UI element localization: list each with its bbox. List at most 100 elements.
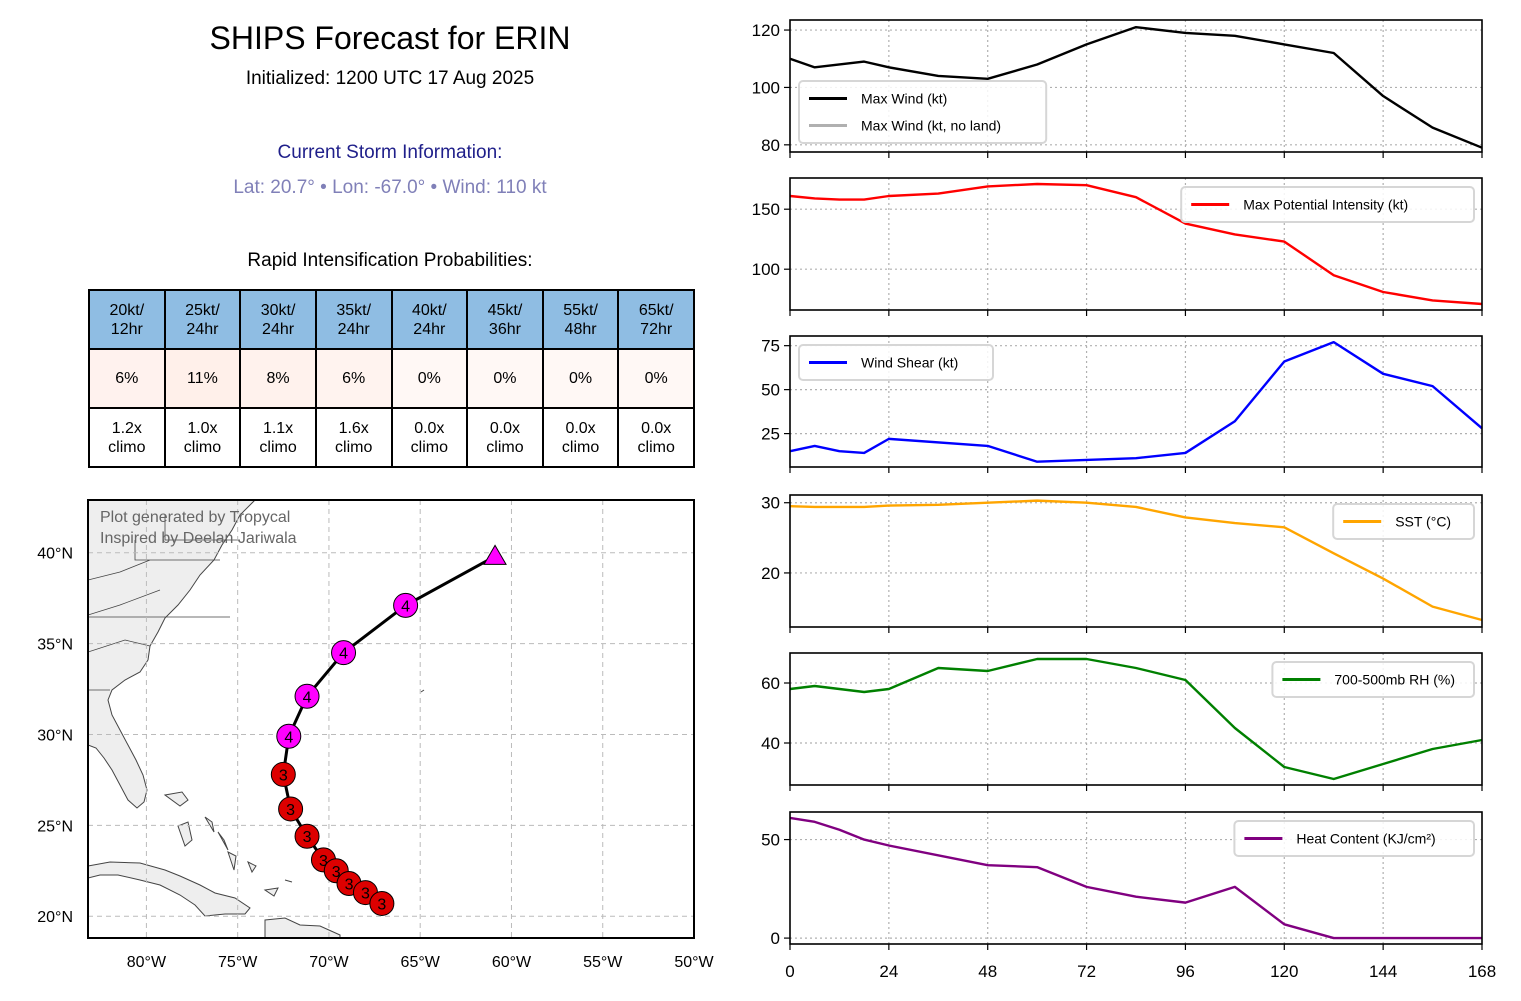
map-lat-label: 40°N xyxy=(37,546,73,563)
panel-mpi: 100 150 Max Potential Intensity (kt) xyxy=(752,177,1483,316)
ri-climo-cell: 1.6x climo xyxy=(314,407,393,468)
timeseries-panels: 80 100 120 Max Wind (kt) Max Wind (kt, no la… xyxy=(752,19,1496,981)
legend-label: Max Wind (kt, no land) xyxy=(861,118,1001,134)
map-lon-label: 75°W xyxy=(218,954,258,971)
map-lat-label: 25°N xyxy=(37,818,73,835)
track-point-marker xyxy=(294,823,320,849)
ri-probability-row: 6% 11% 8% 6% 0% 0% 0% 0% xyxy=(88,348,695,409)
map-lon-label: 80°W xyxy=(127,954,167,971)
ri-prob-cell: 0% xyxy=(617,348,695,409)
ri-header-cell: 30kt/24hr xyxy=(239,289,317,350)
track-point-marker xyxy=(331,640,357,666)
track-point-category: 3 xyxy=(361,886,370,903)
panel-frame xyxy=(789,19,1483,153)
map-frame xyxy=(87,499,695,939)
ri-heading: Rapid Intensification Probabilities: xyxy=(247,250,533,271)
xtick-label: 24 xyxy=(879,962,898,981)
ytick-label: 20 xyxy=(761,564,780,583)
map-lon-label: 55°W xyxy=(583,954,623,971)
ri-prob-cell: 6% xyxy=(314,348,393,409)
track-point-category: 4 xyxy=(303,689,312,706)
xtick-label: 120 xyxy=(1270,962,1298,981)
map-credit-1: Plot generated by Tropycal xyxy=(100,509,290,526)
xtick-label: 96 xyxy=(1176,962,1195,981)
xtick-label: 0 xyxy=(785,962,794,981)
ytick-label: 60 xyxy=(761,674,780,693)
track-point: 3 xyxy=(278,796,304,822)
legend: SST (°C) xyxy=(1332,503,1475,540)
map-land xyxy=(88,500,425,938)
legend: Max Potential Intensity (kt) xyxy=(1180,186,1475,223)
ri-climo-cell: 1.1x climo xyxy=(239,407,317,468)
panel-frame xyxy=(789,811,1483,945)
land-bahamas xyxy=(163,791,293,897)
ri-prob-cell: 8% xyxy=(239,348,317,409)
xtick-label: 168 xyxy=(1468,962,1496,981)
legend-label: Wind Shear (kt) xyxy=(861,355,958,371)
ri-prob-cell: 0% xyxy=(466,348,544,409)
ri-header-cell: 25kt/24hr xyxy=(163,289,242,350)
init-time: Initialized: 1200 UTC 17 Aug 2025 xyxy=(245,68,535,89)
legend-box xyxy=(1332,503,1475,540)
ytick-label: 25 xyxy=(761,425,780,444)
track-end-triangle xyxy=(483,544,507,565)
track-point-marker xyxy=(276,723,302,749)
legend-box xyxy=(1180,186,1475,223)
legend-box xyxy=(1233,820,1476,857)
state-borders xyxy=(88,515,240,691)
track-point-category: 3 xyxy=(319,853,328,870)
ytick-label: 0 xyxy=(771,929,780,948)
ri-table: 20kt/12hr 25kt/24hr 30kt/24hr 35kt/24hr … xyxy=(88,289,695,468)
ri-header-cell: 45kt/36hr xyxy=(466,289,544,350)
map-lon-label: 50°W xyxy=(674,954,714,971)
current-storm-heading: Current Storm Information: xyxy=(277,142,503,163)
panel-frame xyxy=(789,494,1483,628)
panel-frame xyxy=(789,177,1483,311)
panel-max-wind: 80 100 120 Max Wind (kt) Max Wind (kt, no la… xyxy=(752,19,1483,158)
ytick-label: 80 xyxy=(761,136,780,155)
ri-climo-cell: 0.0x climo xyxy=(617,407,695,468)
legend-box xyxy=(798,80,1048,144)
series-line-ohc xyxy=(789,816,1482,940)
track-point-marker xyxy=(393,592,419,618)
track-point-category: 3 xyxy=(345,876,354,893)
track-point-category: 3 xyxy=(303,829,312,846)
map-lat-label: 35°N xyxy=(37,637,73,654)
track-point: 3 xyxy=(270,761,296,787)
ri-prob-cell: 0% xyxy=(390,348,469,409)
legend: Heat Content (KJ/cm²) xyxy=(1233,820,1476,857)
track-point-category: 4 xyxy=(401,598,410,615)
legend-label: Max Potential Intensity (kt) xyxy=(1243,197,1408,213)
panel-frame xyxy=(789,335,1483,468)
map-lon-label: 65°W xyxy=(401,954,441,971)
legend-box xyxy=(798,344,994,381)
ri-header-cell: 35kt/24hr xyxy=(314,289,393,350)
track-point-category: 3 xyxy=(377,896,386,913)
ytick-label: 40 xyxy=(761,734,780,753)
map-credit-2: Inspired by Deelan Jariwala xyxy=(100,530,297,547)
ytick-label: 120 xyxy=(752,21,780,40)
ri-header-cell: 20kt/12hr xyxy=(88,289,166,350)
series-line-sst xyxy=(789,499,1483,622)
panel-sst: 20 30 SST (°C) xyxy=(761,494,1483,633)
track-point-marker xyxy=(278,796,304,822)
xtick-label: 48 xyxy=(978,962,997,981)
series-line-max-wind xyxy=(789,25,1483,149)
track-point-category: 4 xyxy=(284,729,293,746)
ri-climo-cell: 1.0x climo xyxy=(163,407,242,468)
ri-header-cell: 40kt/24hr xyxy=(390,289,469,350)
panel-frame xyxy=(789,652,1483,786)
land-small-island xyxy=(420,689,425,693)
track-point-category: 3 xyxy=(332,864,341,881)
xtick-label: 72 xyxy=(1077,962,1096,981)
track-point-marker xyxy=(270,761,296,787)
land-cuba xyxy=(88,861,251,917)
panel-rh: 40 60 700-500mb RH (%) xyxy=(761,652,1483,791)
land-hispaniola xyxy=(264,917,341,938)
xtick-label: 144 xyxy=(1369,962,1397,981)
legend-label: SST (°C) xyxy=(1395,514,1451,530)
track-point: 4 xyxy=(393,592,419,618)
current-storm-summary: Lat: 20.7° • Lon: -67.0° • Wind: 110 kt xyxy=(233,177,547,198)
